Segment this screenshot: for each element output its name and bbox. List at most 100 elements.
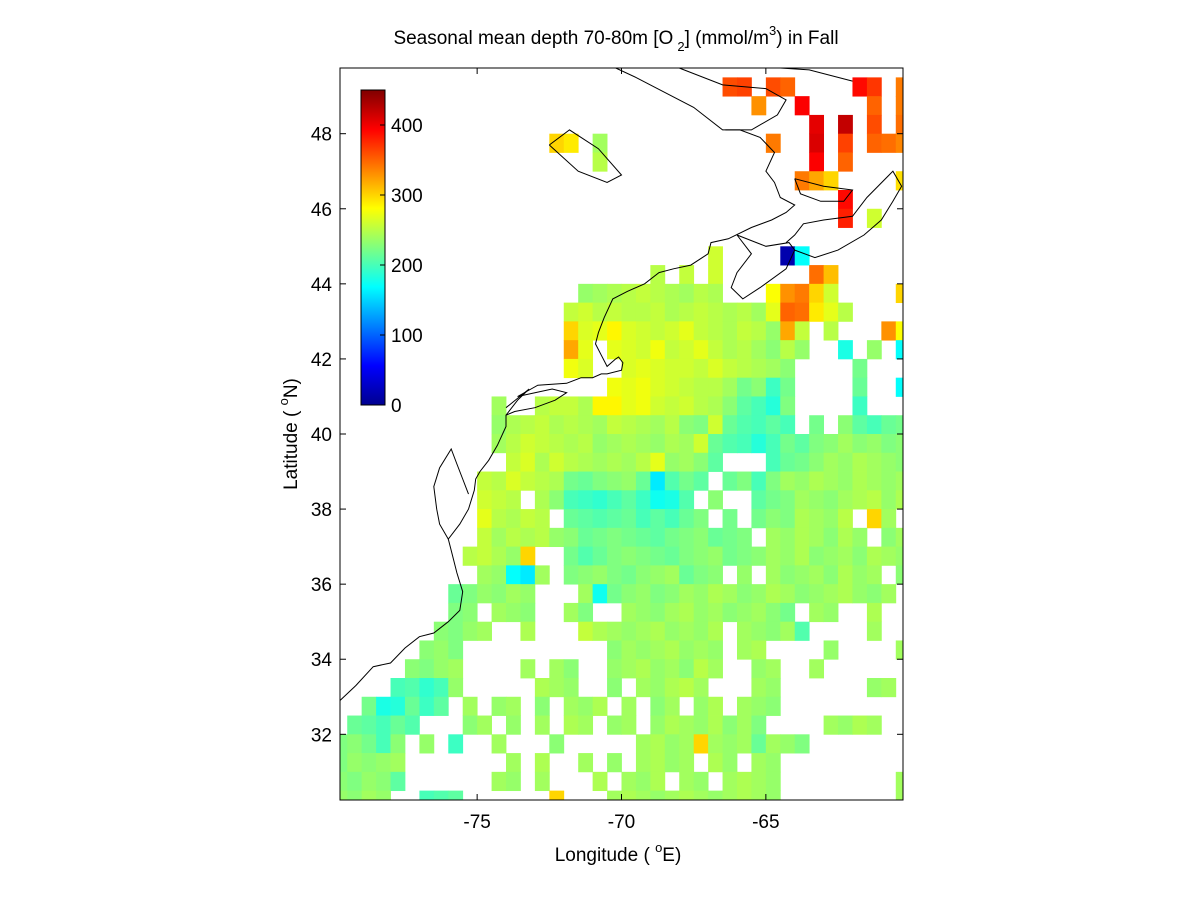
heatmap-cell xyxy=(693,602,709,623)
heatmap-cell xyxy=(780,283,796,304)
heatmap-cell xyxy=(621,602,637,623)
heatmap-cell xyxy=(679,771,695,792)
heatmap-cell xyxy=(491,771,507,792)
heatmap-cell xyxy=(895,771,904,792)
heatmap-cell xyxy=(664,396,680,416)
heatmap-cell xyxy=(520,415,536,435)
heatmap-cell xyxy=(838,546,853,566)
heatmap-cell xyxy=(477,584,492,604)
heatmap-cell xyxy=(722,527,738,548)
heatmap-cell xyxy=(838,415,853,435)
heatmap-cell xyxy=(780,490,796,510)
heatmap-cell xyxy=(635,640,651,660)
heatmap-cell xyxy=(838,208,853,228)
heatmap-cell xyxy=(607,490,622,510)
heatmap-cell xyxy=(794,246,810,266)
heatmap-cell xyxy=(592,471,608,491)
heatmap-cell xyxy=(866,434,882,454)
heatmap-cell xyxy=(607,584,622,604)
heatmap-cell xyxy=(679,640,695,660)
heatmap-cell xyxy=(765,471,781,491)
heatmap-cell xyxy=(809,283,825,304)
heatmap-cell xyxy=(838,152,853,172)
heatmap-cell xyxy=(679,584,695,604)
y-axis-label: Latitude ( oN) xyxy=(276,378,302,490)
heatmap-cell xyxy=(621,527,637,548)
heatmap-cell xyxy=(693,396,709,416)
heatmap-cell xyxy=(340,790,348,801)
heatmap-cell xyxy=(765,696,781,716)
heatmap-cell xyxy=(751,659,767,679)
heatmap-cell xyxy=(578,546,594,566)
heatmap-cell xyxy=(794,434,810,454)
heatmap-cell xyxy=(780,565,796,585)
heatmap-cell xyxy=(708,415,723,435)
heatmap-cell xyxy=(506,584,521,604)
heatmap-cell xyxy=(780,415,796,435)
heatmap-cell xyxy=(549,659,565,679)
heatmap-cell xyxy=(751,678,767,698)
heatmap-cell xyxy=(650,265,666,285)
heatmap-cell xyxy=(823,171,839,191)
heatmap-cell xyxy=(809,509,825,529)
heatmap-cell xyxy=(780,358,796,379)
heatmap-cell xyxy=(736,696,752,716)
heatmap-cell xyxy=(780,434,796,454)
heatmap-cell xyxy=(361,771,377,792)
heatmap-cell xyxy=(881,434,897,454)
heatmap-cell xyxy=(664,640,680,660)
heatmap-cell xyxy=(809,415,825,435)
heatmap-cell xyxy=(664,283,680,304)
heatmap-cell xyxy=(693,358,709,379)
heatmap-cell xyxy=(765,415,781,435)
heatmap-cell xyxy=(852,565,868,585)
heatmap-cell xyxy=(347,715,363,735)
heatmap-cell xyxy=(679,715,695,735)
heatmap-cell xyxy=(722,321,738,341)
heatmap-cell xyxy=(592,565,608,585)
heatmap-cell xyxy=(635,396,651,416)
heatmap-cell xyxy=(506,715,521,735)
heatmap-cell xyxy=(635,602,651,623)
heatmap-cell xyxy=(621,377,637,397)
heatmap-cell xyxy=(534,452,550,472)
heatmap-cell xyxy=(809,490,825,510)
heatmap-cell xyxy=(506,452,521,472)
heatmap-cell xyxy=(780,377,796,397)
heatmap-cell xyxy=(462,546,478,566)
heatmap-cell xyxy=(664,790,680,801)
heatmap-cell xyxy=(866,114,882,135)
heatmap-cell xyxy=(736,771,752,792)
heatmap-cell xyxy=(563,396,579,416)
heatmap-cell xyxy=(491,396,507,416)
heatmap-cell xyxy=(448,584,464,604)
heatmap-cell xyxy=(534,771,550,792)
heatmap-cell xyxy=(852,715,868,735)
heatmap-cell xyxy=(607,509,622,529)
heatmap-cell xyxy=(765,77,781,97)
heatmap-cell xyxy=(650,452,666,472)
y-tick-label: 48 xyxy=(311,125,332,146)
heatmap-cell xyxy=(852,584,868,604)
heatmap-cell xyxy=(664,734,680,754)
heatmap-cell xyxy=(809,152,825,172)
heatmap-cell xyxy=(736,302,752,322)
heatmap-cell xyxy=(506,753,521,773)
heatmap-cell xyxy=(895,471,904,491)
heatmap-cell xyxy=(823,640,839,660)
heatmap-cell xyxy=(419,790,435,801)
heatmap-cell xyxy=(491,527,507,548)
heatmap-cell xyxy=(780,340,796,360)
heatmap-cell xyxy=(780,452,796,472)
heatmap-cell xyxy=(664,584,680,604)
heatmap-cell xyxy=(621,302,637,322)
heatmap-cell xyxy=(679,358,695,379)
heatmap-cell xyxy=(708,734,723,754)
heatmap-cell xyxy=(664,452,680,472)
heatmap-cell xyxy=(361,715,377,735)
heatmap-cell xyxy=(563,696,579,716)
heatmap-cell xyxy=(765,753,781,773)
heatmap-cell xyxy=(809,302,825,322)
heatmap-cell xyxy=(650,471,666,491)
heatmap-cell xyxy=(736,321,752,341)
